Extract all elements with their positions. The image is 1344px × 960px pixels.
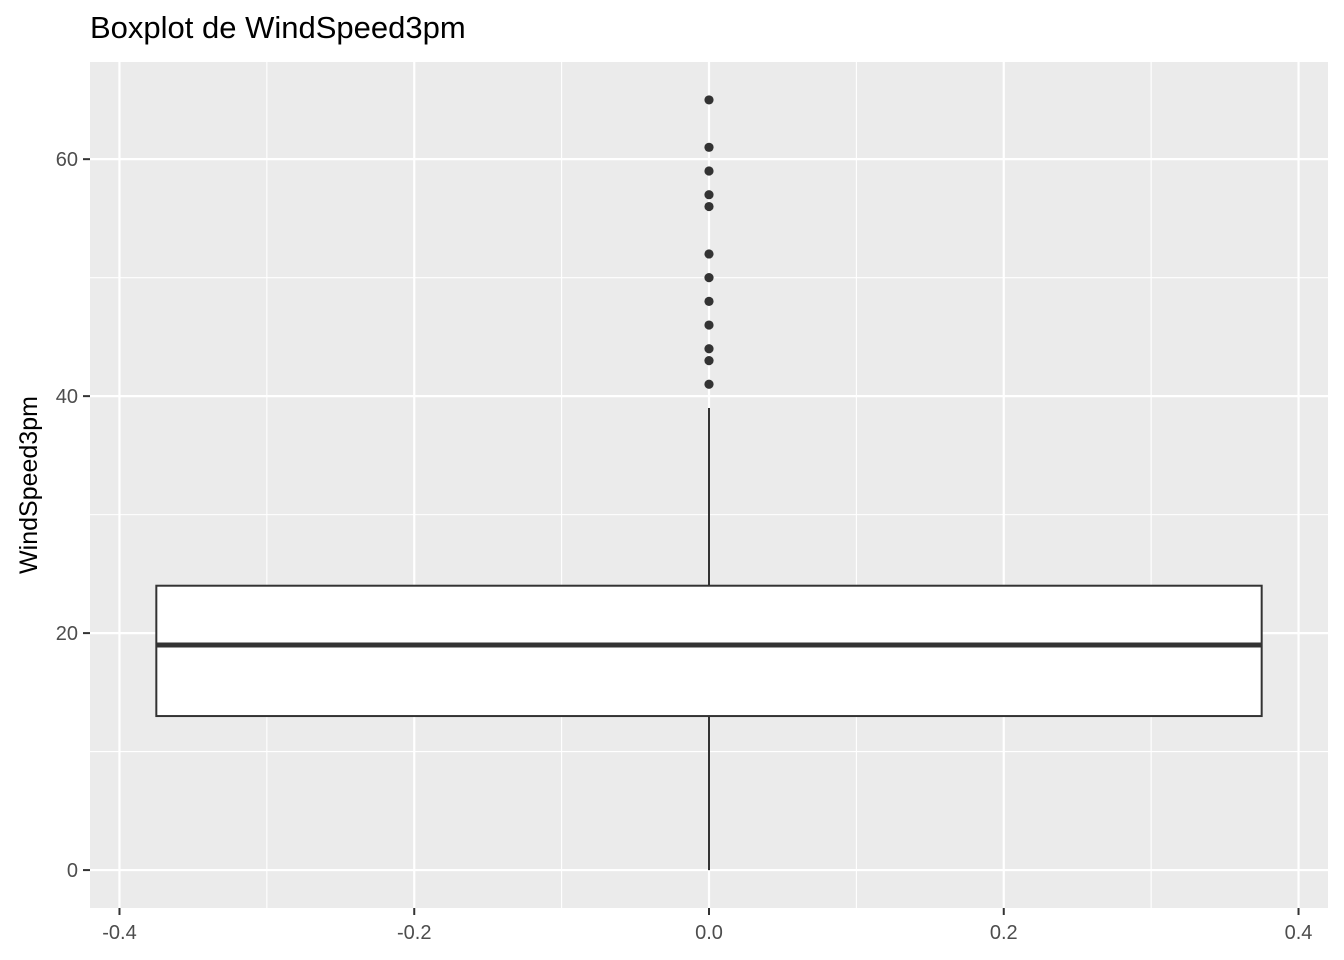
outlier-point [704,379,714,389]
iqr-box [155,584,1263,718]
x-tick-label: 0.0 [695,922,723,944]
outlier-point [704,320,714,330]
y-axis-label: WindSpeed3pm [15,396,43,574]
outlier-point [704,273,714,283]
x-tick-label: -0.2 [397,922,431,944]
outlier-point [704,355,714,366]
outlier-point [704,142,714,152]
x-tick-label: -0.4 [102,922,136,944]
chart-title: Boxplot de WindSpeed3pm [90,10,466,45]
major-gridlines [90,62,1328,908]
axes: -0.4 -0.2 0.0 0.2 0.4 0 20 40 60 [56,149,1313,944]
outlier-point [704,95,714,105]
outlier-point [704,166,714,176]
y-tick-label: 0 [67,860,78,882]
outlier-point [704,190,714,200]
outlier-point [704,344,714,354]
y-tick-label: 20 [56,623,78,645]
boxplot-marks [155,95,1263,871]
x-tick-label: 0.2 [990,922,1018,944]
outlier-point [704,249,714,259]
y-tick-label: 40 [56,386,78,408]
outlier-point [704,296,714,306]
x-tick-label: 0.4 [1285,922,1313,944]
outlier-point [704,201,714,212]
y-tick-label: 60 [56,149,78,171]
